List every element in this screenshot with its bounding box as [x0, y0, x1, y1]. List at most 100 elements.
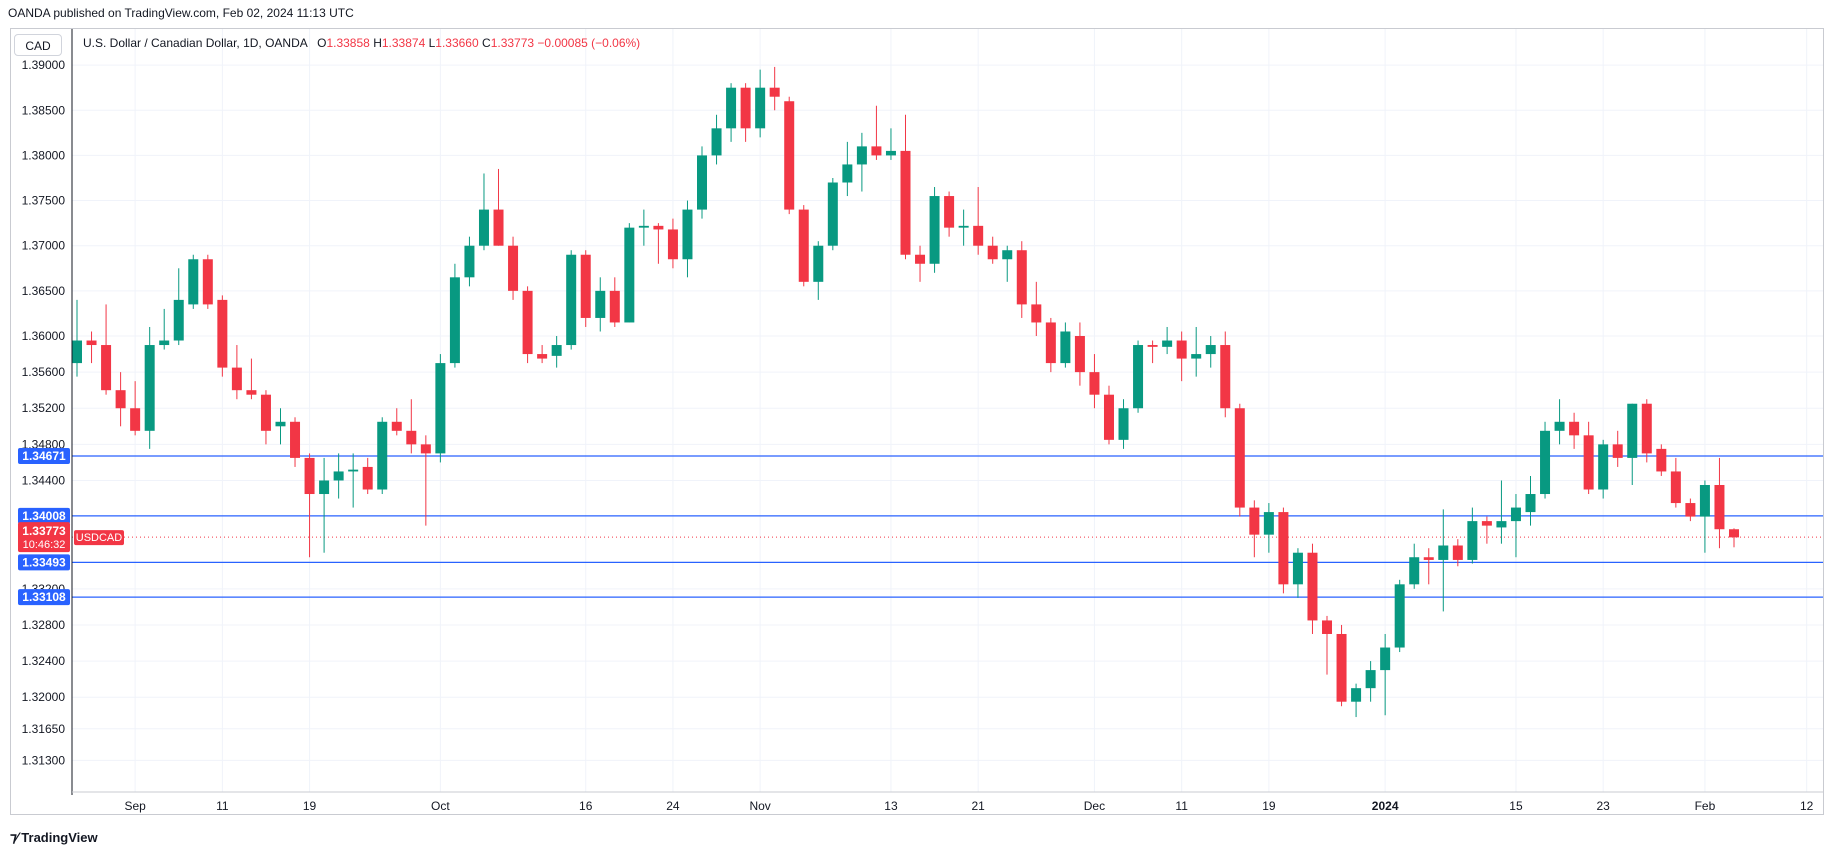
candle-body	[1278, 512, 1289, 585]
level-price-tag	[18, 448, 70, 465]
time-tick-label: Nov	[749, 799, 770, 813]
candle-body	[1249, 507, 1260, 535]
candle-body	[260, 394, 271, 431]
candle-body	[377, 421, 388, 490]
last-price-label: 1.33773	[22, 524, 66, 538]
candle-body	[1699, 484, 1710, 517]
time-tick-label: Dec	[1084, 799, 1105, 813]
candle-body	[1569, 421, 1580, 436]
candle-body	[1220, 345, 1231, 409]
candle-body	[1714, 484, 1725, 530]
candle-body	[1728, 529, 1739, 538]
candle-body	[1263, 512, 1274, 535]
candle-body	[1510, 507, 1521, 522]
candles-layer	[72, 66, 1739, 718]
change-value: −0.00085 (−0.06%)	[537, 36, 641, 50]
candle-body	[391, 421, 402, 431]
price-tick-label: 1.34400	[22, 473, 66, 487]
candle-body	[1670, 471, 1681, 504]
price-tick-label: 1.38000	[22, 148, 66, 162]
time-tick-label: 11	[1175, 799, 1188, 813]
published-header: OANDA published on TradingView.com, Feb …	[8, 6, 354, 20]
candle-body	[1438, 545, 1449, 560]
candle-body	[711, 128, 722, 156]
candle-body	[1002, 250, 1013, 260]
level-price-tag	[18, 589, 70, 606]
candle-body	[478, 209, 489, 246]
price-tick-label: 1.36500	[22, 284, 66, 298]
time-tick-label: 21	[971, 799, 985, 813]
candle-body	[885, 150, 896, 156]
candle-body	[435, 363, 446, 454]
symbol-title: U.S. Dollar / Canadian Dollar, 1D, OANDA	[83, 36, 308, 50]
candle-body	[915, 254, 926, 264]
level-price-label: 1.34671	[22, 449, 66, 463]
candle-body	[682, 209, 693, 260]
candle-body	[551, 345, 562, 356]
chart-frame	[10, 28, 1824, 815]
candle-body	[1467, 521, 1478, 560]
candle-body	[1147, 345, 1158, 347]
candle-body	[609, 290, 620, 323]
levels-layer	[72, 455, 1823, 598]
candle-body	[493, 209, 504, 246]
time-tick-label: 19	[303, 799, 317, 813]
candle-body	[1307, 552, 1318, 621]
candle-body	[202, 259, 213, 305]
candle-body	[566, 254, 577, 346]
candle-body	[217, 299, 228, 368]
candle-body	[1045, 322, 1056, 364]
candle-body	[595, 290, 606, 318]
candle-body	[115, 390, 126, 409]
open-value: 1.33858	[326, 36, 370, 50]
open-label: O	[317, 36, 327, 50]
candle-body	[813, 245, 824, 282]
candle-body	[1685, 503, 1696, 517]
time-tick-label: 19	[1262, 799, 1276, 813]
currency-button[interactable]: CAD	[14, 34, 62, 56]
candle-body	[420, 444, 431, 454]
candle-body	[1336, 633, 1347, 702]
candle-body	[1496, 521, 1507, 528]
time-axis: Sep 11 19 Oct 16 24 Nov 13 21 Dec 11 19 2024 15 23 Feb 1…	[72, 791, 1823, 813]
candle-body	[580, 254, 591, 318]
level-price-label: 1.34008	[22, 509, 66, 523]
candle-body	[333, 471, 344, 481]
time-tick-label: Feb	[1695, 799, 1716, 813]
candle-body	[1583, 435, 1594, 490]
candle-body	[130, 408, 141, 431]
tradingview-logo[interactable]: ⁊⁄ TradingView	[10, 829, 98, 846]
candle-body	[1089, 372, 1100, 395]
candle-body	[653, 225, 664, 230]
candle-body	[1292, 552, 1303, 585]
price-tick-label: 1.32800	[22, 618, 66, 632]
candle-body	[1234, 408, 1245, 508]
candle-body	[159, 340, 170, 346]
time-tick-label: 24	[666, 799, 680, 813]
last-price-tag	[18, 522, 70, 553]
candle-body	[1627, 403, 1638, 458]
price-tick-label: 1.31300	[22, 753, 66, 767]
candle-body	[406, 430, 417, 445]
candle-body	[1191, 354, 1202, 359]
tradingview-logo-icon: ⁊⁄	[10, 829, 18, 845]
candle-body	[449, 277, 460, 364]
candle-body	[667, 229, 678, 260]
candle-body	[1641, 403, 1652, 454]
candle-body	[1060, 331, 1071, 364]
candle-body	[319, 480, 330, 495]
low-label: L	[428, 36, 436, 50]
candle-body	[1554, 421, 1565, 431]
candle-body	[1322, 620, 1333, 634]
candle-body	[944, 196, 955, 228]
candle-body	[900, 150, 911, 255]
candle-body	[101, 345, 112, 391]
candle-body	[1452, 545, 1463, 560]
symbol-tag	[74, 530, 124, 546]
price-tick-label: 1.35200	[22, 401, 66, 415]
candle-body	[958, 225, 969, 228]
candle-body	[624, 227, 635, 323]
candle-body	[929, 196, 940, 264]
candle-body	[1074, 336, 1085, 373]
